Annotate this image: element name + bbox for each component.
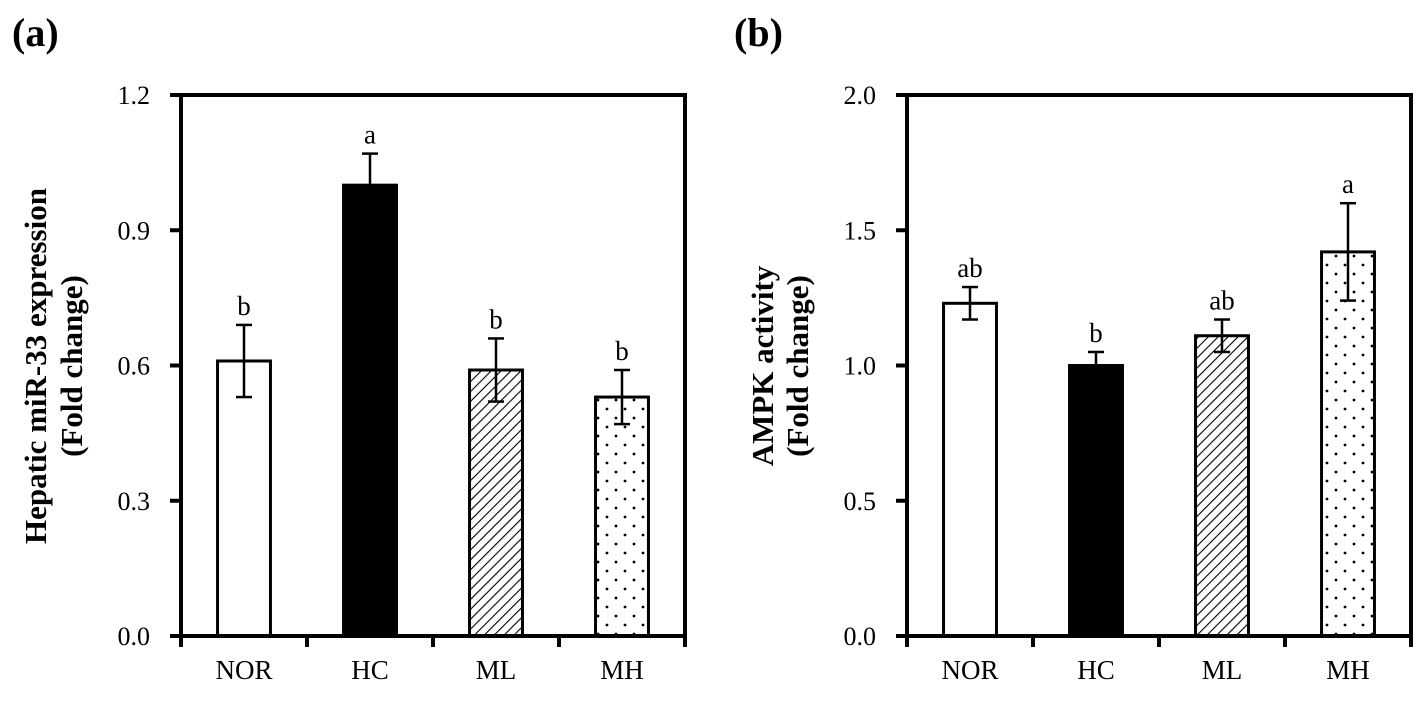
significance-label-hc-b: b xyxy=(1089,318,1103,348)
bar-ml-b xyxy=(1194,334,1250,638)
bar-hc-a xyxy=(342,183,398,638)
x-tick-label-mh-a: MH xyxy=(600,655,644,685)
bars-a: b a b b xyxy=(216,120,650,638)
x-tick-label-mh-b: MH xyxy=(1326,655,1370,685)
y-tick-label-a: 1.2 xyxy=(118,81,151,110)
y-axis-title-a-line1: Hepatic miR-33 expression xyxy=(18,188,53,544)
panel-a-miR33-chart: (a) Hepatic miR-33 expression (Fold chan… xyxy=(12,10,687,685)
significance-label-mh-a: b xyxy=(615,336,629,366)
panel-label-b: (b) xyxy=(734,10,783,55)
x-tick-label-nor-b: NOR xyxy=(941,655,998,685)
x-tick-label-hc-b: HC xyxy=(1077,655,1115,685)
bar-hc-b xyxy=(1068,364,1124,638)
y-ticks-a: 0.0 0.3 0.6 0.9 1.2 xyxy=(118,81,181,651)
axes-a xyxy=(170,93,687,647)
y-tick-label-b: 1.5 xyxy=(844,216,877,245)
axes-b xyxy=(896,93,1413,647)
bars-b: ab b ab a xyxy=(942,169,1376,638)
bar-mh-b xyxy=(1320,250,1376,638)
significance-label-nor-b: ab xyxy=(957,253,982,283)
y-tick-label-a: 0.3 xyxy=(118,487,151,516)
x-tick-label-ml-a: ML xyxy=(476,655,517,685)
bar-nor-b xyxy=(942,301,998,638)
significance-label-hc-a: a xyxy=(364,120,376,150)
y-tick-label-a: 0.9 xyxy=(118,216,151,245)
y-ticks-b: 0.0 0.5 1.0 1.5 2.0 xyxy=(844,81,907,651)
y-tick-label-a: 0.6 xyxy=(118,352,151,381)
y-axis-title-a-line2: (Fold change) xyxy=(54,275,89,457)
bar-ml-a xyxy=(468,368,524,638)
significance-label-mh-b: a xyxy=(1342,169,1354,199)
y-tick-label-b: 1.0 xyxy=(844,352,877,381)
x-tick-label-nor-a: NOR xyxy=(215,655,272,685)
x-tick-label-ml-b: ML xyxy=(1202,655,1243,685)
panel-b-ampk-chart: (b) AMPK activity (Fold change) 0.0 0.5 1.… xyxy=(734,10,1413,685)
significance-label-nor-a: b xyxy=(237,291,251,321)
bar-nor-a xyxy=(216,359,272,638)
y-axis-title-b-line1: AMPK activity xyxy=(745,265,780,466)
y-tick-label-b: 2.0 xyxy=(844,81,877,110)
y-axis-title-b-line2: (Fold change) xyxy=(780,275,815,457)
x-tick-label-hc-a: HC xyxy=(351,655,389,685)
y-tick-label-b: 0.5 xyxy=(844,487,877,516)
x-ticks-b: NOR HC ML MH xyxy=(941,636,1370,685)
bar-mh-a xyxy=(594,395,650,638)
y-tick-label-a: 0.0 xyxy=(118,622,151,651)
x-ticks-a: NOR HC ML MH xyxy=(215,636,644,685)
significance-label-ml-b: ab xyxy=(1209,286,1234,316)
y-tick-label-b: 0.0 xyxy=(844,622,877,651)
significance-label-ml-a: b xyxy=(489,304,503,334)
panel-label-a: (a) xyxy=(12,10,59,55)
